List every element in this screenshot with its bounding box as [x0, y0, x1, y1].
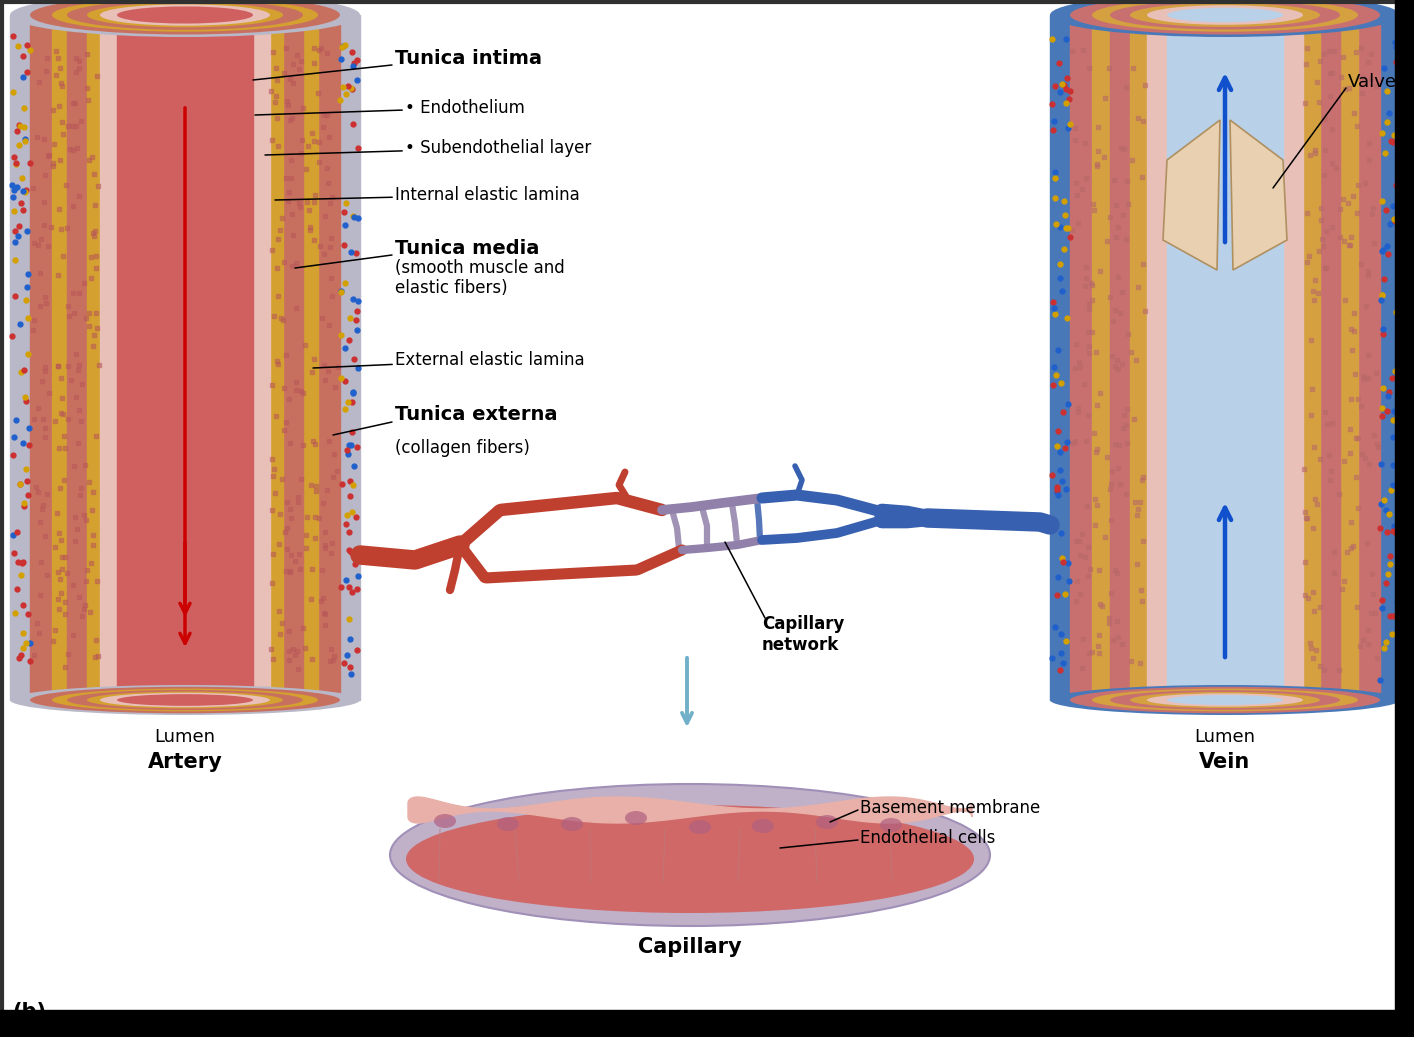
Polygon shape — [1147, 15, 1302, 700]
Polygon shape — [117, 15, 253, 700]
Text: Lumen: Lumen — [154, 728, 215, 746]
Ellipse shape — [434, 814, 455, 828]
Ellipse shape — [561, 817, 583, 831]
Ellipse shape — [1147, 5, 1302, 25]
Polygon shape — [10, 15, 361, 700]
Polygon shape — [30, 15, 339, 700]
Ellipse shape — [496, 817, 519, 831]
Text: • Subendothelial layer: • Subendothelial layer — [264, 139, 591, 157]
Ellipse shape — [100, 693, 270, 707]
Ellipse shape — [816, 815, 839, 829]
Text: Lumen: Lumen — [1195, 728, 1256, 746]
Ellipse shape — [66, 0, 303, 30]
Text: (smooth muscle and
elastic fibers): (smooth muscle and elastic fibers) — [395, 258, 564, 298]
Ellipse shape — [117, 6, 253, 24]
Ellipse shape — [117, 694, 253, 706]
Polygon shape — [52, 15, 318, 700]
Ellipse shape — [1051, 685, 1400, 714]
Ellipse shape — [88, 3, 283, 27]
Ellipse shape — [1167, 7, 1282, 22]
Polygon shape — [1070, 15, 1380, 700]
Polygon shape — [1167, 15, 1282, 700]
Polygon shape — [409, 797, 971, 823]
Text: Endothelial cells: Endothelial cells — [860, 829, 995, 847]
Ellipse shape — [625, 811, 648, 825]
Ellipse shape — [1070, 686, 1380, 713]
Ellipse shape — [30, 0, 339, 34]
Ellipse shape — [1051, 0, 1400, 37]
Polygon shape — [100, 15, 270, 700]
Polygon shape — [66, 15, 303, 700]
Ellipse shape — [88, 692, 283, 708]
Ellipse shape — [30, 686, 339, 713]
Text: Internal elastic lamina: Internal elastic lamina — [274, 186, 580, 204]
Polygon shape — [88, 15, 283, 700]
Polygon shape — [1162, 120, 1220, 270]
Text: (b): (b) — [11, 1002, 47, 1022]
Ellipse shape — [880, 818, 902, 832]
Ellipse shape — [752, 819, 773, 833]
Ellipse shape — [1092, 689, 1357, 711]
Text: • Endothelium: • Endothelium — [255, 99, 525, 117]
Polygon shape — [1092, 15, 1357, 700]
Ellipse shape — [1130, 692, 1321, 708]
Ellipse shape — [66, 690, 303, 710]
Text: Vein: Vein — [1199, 752, 1250, 772]
Text: Tunica externa: Tunica externa — [395, 405, 557, 424]
Polygon shape — [1051, 15, 1400, 700]
Ellipse shape — [1130, 3, 1321, 27]
Text: Basement membrane: Basement membrane — [860, 798, 1041, 817]
Ellipse shape — [1110, 1, 1340, 29]
Ellipse shape — [10, 0, 361, 37]
Text: Capillary
network: Capillary network — [762, 615, 844, 653]
Polygon shape — [0, 1010, 1414, 1037]
Text: Tunica media: Tunica media — [395, 239, 539, 257]
Ellipse shape — [1147, 694, 1302, 706]
Ellipse shape — [100, 4, 270, 26]
Ellipse shape — [390, 784, 990, 926]
Ellipse shape — [406, 805, 974, 913]
Text: Artery: Artery — [147, 752, 222, 772]
Text: Tunica intima: Tunica intima — [395, 49, 542, 67]
Polygon shape — [1110, 15, 1340, 700]
Polygon shape — [1130, 15, 1321, 700]
Ellipse shape — [1167, 695, 1282, 705]
Ellipse shape — [52, 0, 318, 32]
Ellipse shape — [52, 689, 318, 711]
Text: Valve: Valve — [1348, 73, 1397, 91]
Ellipse shape — [1092, 0, 1357, 32]
Text: (collagen fibers): (collagen fibers) — [395, 439, 530, 457]
Text: External elastic lamina: External elastic lamina — [312, 351, 584, 369]
Polygon shape — [1396, 0, 1414, 1037]
Ellipse shape — [689, 820, 711, 834]
Polygon shape — [1230, 120, 1287, 270]
Text: Capillary: Capillary — [638, 937, 742, 957]
Ellipse shape — [1070, 0, 1380, 34]
Ellipse shape — [1110, 691, 1340, 710]
Ellipse shape — [10, 685, 361, 714]
